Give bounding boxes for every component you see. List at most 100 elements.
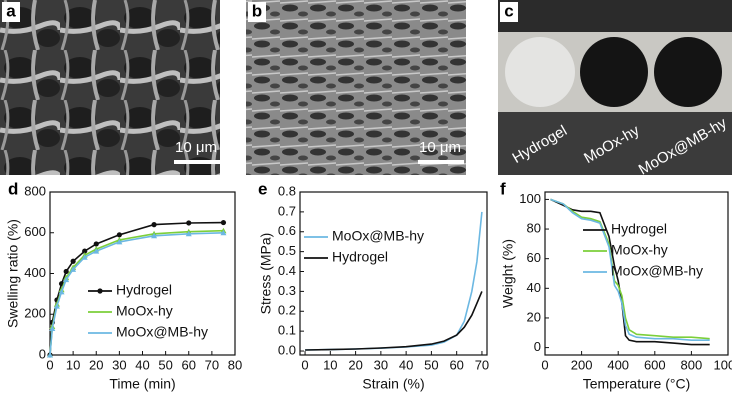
x-tick-label: 30 xyxy=(112,357,126,372)
y-tick-label: 0.5 xyxy=(278,243,296,258)
series-line xyxy=(305,291,483,351)
label-box xyxy=(248,2,266,22)
label-box xyxy=(500,2,518,22)
x-tick-label: 40 xyxy=(399,357,413,372)
y-tick-label: 400 xyxy=(24,265,46,280)
point xyxy=(93,241,99,247)
series-line xyxy=(49,232,224,356)
y-tick-label: 0 xyxy=(534,339,541,354)
y-tick-label: 0 xyxy=(39,346,46,361)
panel-label: a xyxy=(6,1,16,20)
point xyxy=(220,229,227,236)
x-tick-label: 60 xyxy=(449,357,463,372)
x-tick-label: 400 xyxy=(607,357,629,372)
series-line xyxy=(550,198,710,341)
panel-label: e xyxy=(258,179,267,198)
point xyxy=(151,232,158,239)
point xyxy=(220,219,227,226)
y-tick-label: 0.3 xyxy=(278,283,296,298)
point xyxy=(49,325,56,332)
point xyxy=(70,266,77,272)
x-tick-label: 0 xyxy=(46,357,53,372)
label-box xyxy=(2,2,20,22)
y-tick-label: 80 xyxy=(527,220,541,235)
point xyxy=(47,352,53,358)
y-tick-label: 0.8 xyxy=(278,183,296,198)
y-axis-label: Swelling ratio (%) xyxy=(5,219,21,328)
y-tick-label: 40 xyxy=(527,280,541,295)
y-axis-label: Weight (%) xyxy=(500,239,516,308)
y-tick-label: 600 xyxy=(24,224,46,239)
x-tick-label: 200 xyxy=(571,357,593,372)
y-tick-label: 0.1 xyxy=(278,323,296,338)
sem-image-a xyxy=(0,0,220,175)
scale-bar xyxy=(418,160,464,164)
series-line xyxy=(550,198,710,346)
sample-disc xyxy=(580,37,648,107)
legend-label: MoOx-hy xyxy=(116,303,173,319)
y-tick-label: 0.6 xyxy=(278,223,296,238)
point xyxy=(82,248,88,254)
y-tick-label: 20 xyxy=(527,309,541,324)
legend-label: Hydrogel xyxy=(332,249,388,265)
x-axis-label: Strain (%) xyxy=(362,376,424,392)
x-tick-label: 20 xyxy=(89,357,103,372)
x-tick-label: 40 xyxy=(135,357,149,372)
legend-label: MoOx-hy xyxy=(611,242,668,258)
panel-label: f xyxy=(500,179,506,198)
x-tick-label: 20 xyxy=(348,357,362,372)
point xyxy=(186,220,192,226)
point xyxy=(116,238,123,245)
x-axis-label: Temperature (°C) xyxy=(583,376,691,392)
x-tick-label: 30 xyxy=(374,357,388,372)
x-tick-label: 0 xyxy=(541,357,548,372)
y-tick-label: 0.2 xyxy=(278,303,296,318)
y-tick-label: 0.0 xyxy=(278,342,296,357)
point xyxy=(63,276,70,283)
point xyxy=(151,222,157,228)
legend-label: MoOx@MB-hy xyxy=(332,228,424,244)
point xyxy=(53,303,60,309)
x-tick-label: 70 xyxy=(205,357,219,372)
y-tick-label: 0.4 xyxy=(278,263,296,278)
legend-label: MoOx@MB-hy xyxy=(116,324,208,340)
x-tick-label: 0 xyxy=(301,357,308,372)
sample-disc xyxy=(654,37,722,107)
point xyxy=(185,230,192,237)
point xyxy=(93,248,100,254)
panel-label: c xyxy=(504,1,513,20)
scale-bar xyxy=(174,160,220,164)
x-tick-label: 600 xyxy=(644,357,666,372)
x-tick-label: 800 xyxy=(681,357,703,372)
point xyxy=(58,288,65,295)
x-tick-label: 10 xyxy=(66,357,80,372)
y-tick-label: 800 xyxy=(24,183,46,198)
x-tick-label: 10 xyxy=(323,357,337,372)
x-tick-label: 70 xyxy=(475,357,489,372)
x-tick-label: 60 xyxy=(182,357,196,372)
x-tick-label: 80 xyxy=(228,357,242,372)
legend-label: Hydrogel xyxy=(116,282,172,298)
y-tick-label: 0.7 xyxy=(278,203,296,218)
sample-disc xyxy=(505,37,575,107)
panel-label: b xyxy=(252,1,262,20)
x-tick-label: 50 xyxy=(158,357,172,372)
panel-label: d xyxy=(8,179,18,198)
y-tick-label: 200 xyxy=(24,306,46,321)
point xyxy=(81,254,88,260)
scale-bar-text: 10 μm xyxy=(419,139,461,156)
y-tick-label: 100 xyxy=(519,191,541,206)
photo-bottom xyxy=(498,112,732,175)
scale-bar-text: 10 μm xyxy=(175,139,217,156)
point xyxy=(116,232,122,238)
plot-frame xyxy=(299,191,488,356)
legend-label: Hydrogel xyxy=(611,221,667,237)
legend-label: MoOx@MB-hy xyxy=(611,263,703,279)
photo-top xyxy=(498,0,732,32)
plot-frame xyxy=(544,191,729,356)
x-tick-label: 50 xyxy=(424,357,438,372)
point xyxy=(63,268,69,275)
series-line xyxy=(550,198,710,340)
